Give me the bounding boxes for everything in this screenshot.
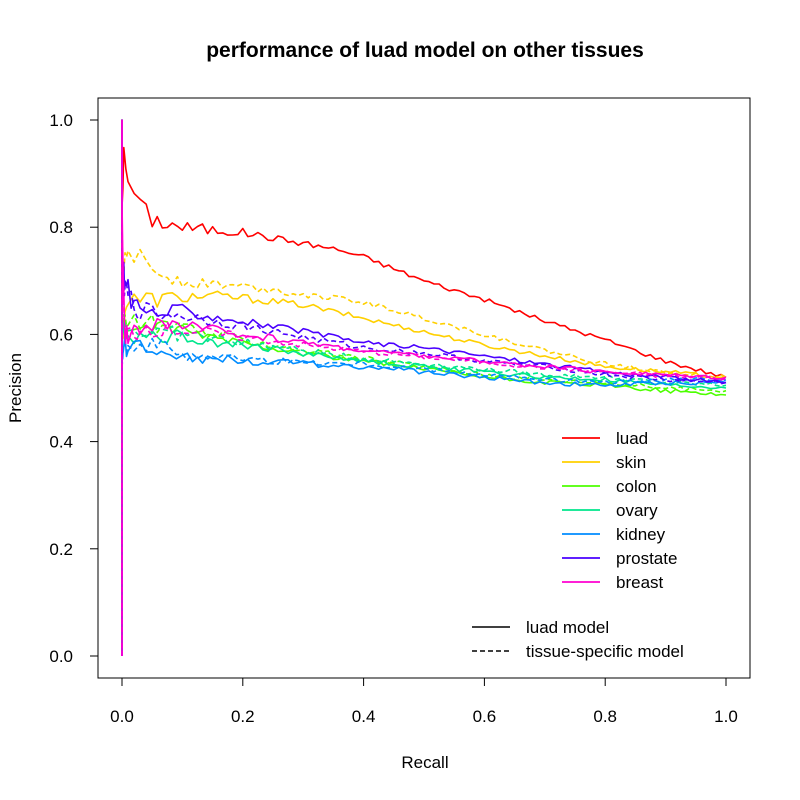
- y-axis-title: Precision: [6, 353, 25, 423]
- series-line-skin-luad-model: [121, 119, 726, 656]
- tissue-legend: luad skin colon ovary kidney prostate breast: [562, 429, 677, 592]
- y-tick-label: 1.0: [49, 111, 73, 130]
- x-tick-label: 1.0: [714, 707, 738, 726]
- series-line-luad-luad-model: [121, 119, 727, 656]
- y-axis: 0.0 0.2 0.4 0.6 0.8 1.0: [49, 111, 99, 666]
- series-line-prostate-tissue-specific: [121, 119, 727, 656]
- y-tick-label: 0.6: [49, 325, 73, 344]
- series-line-breast-tissue-specific: [121, 119, 727, 656]
- legend-label-ovary: ovary: [616, 501, 658, 520]
- x-axis: 0.0 0.2 0.4 0.6 0.8 1.0: [110, 677, 738, 726]
- legend-label-colon: colon: [616, 477, 657, 496]
- series-line-ovary-tissue-specific: [121, 119, 727, 656]
- legend-label-prostate: prostate: [616, 549, 677, 568]
- series-line-kidney-tissue-specific: [121, 119, 727, 656]
- y-tick-label: 0.0: [49, 647, 73, 666]
- model-legend: luad model tissue-specific model: [472, 618, 684, 661]
- legend-label-luad: luad: [616, 429, 648, 448]
- legend-label-kidney: kidney: [616, 525, 666, 544]
- legend-label-skin: skin: [616, 453, 646, 472]
- legend-label-luad-model: luad model: [526, 618, 609, 637]
- y-tick-label: 0.2: [49, 540, 73, 559]
- y-tick-label: 0.8: [49, 218, 73, 237]
- chart-title: performance of luad model on other tissu…: [206, 39, 644, 62]
- y-tick-label: 0.4: [49, 433, 73, 452]
- series-layer: [121, 119, 727, 656]
- x-tick-label: 0.8: [593, 707, 617, 726]
- x-tick-label: 0.4: [352, 707, 376, 726]
- x-tick-label: 0.0: [110, 707, 134, 726]
- legend-label-tissue-specific-model: tissue-specific model: [526, 642, 684, 661]
- x-tick-label: 0.6: [473, 707, 497, 726]
- legend-label-breast: breast: [616, 573, 664, 592]
- x-axis-title: Recall: [401, 753, 448, 772]
- x-tick-label: 0.2: [231, 707, 255, 726]
- series-line-skin-tissue-specific: [121, 119, 727, 656]
